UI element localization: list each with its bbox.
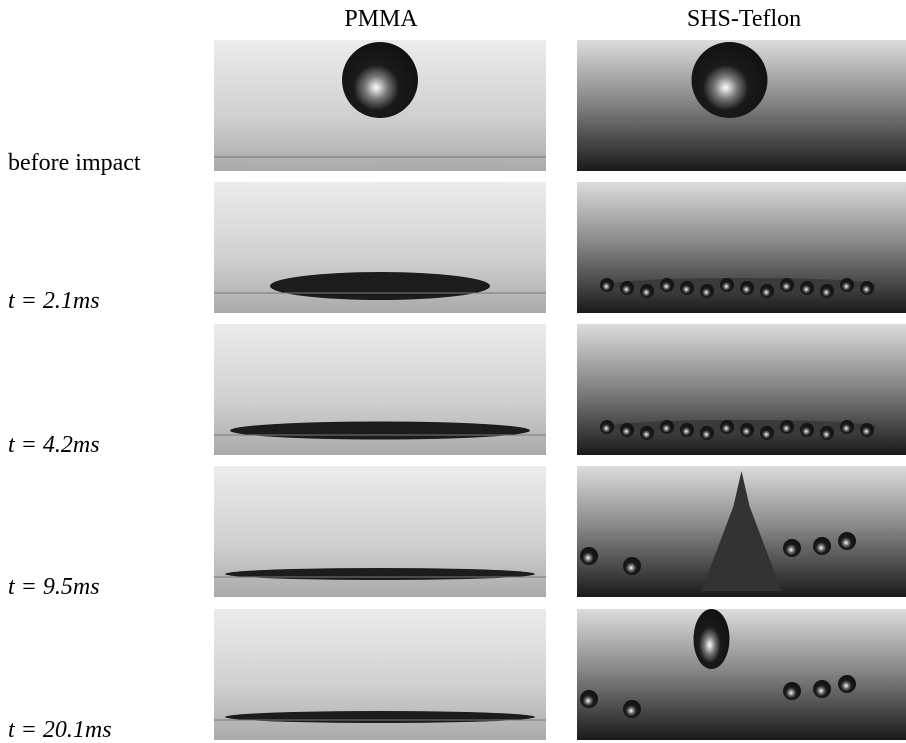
- splash-drop: [580, 547, 598, 565]
- row-label: t = 9.5ms: [8, 574, 100, 600]
- splash-drop: [783, 539, 801, 557]
- droplet: [342, 42, 418, 118]
- splash-drop: [680, 423, 694, 437]
- splash-drop: [600, 278, 614, 292]
- splash-drop: [640, 426, 654, 440]
- row-label: t = 20.1ms: [8, 717, 112, 743]
- splash-drop: [700, 284, 714, 298]
- panels: [214, 40, 906, 740]
- splash-drop: [580, 690, 598, 708]
- splash-drop: [760, 426, 774, 440]
- figure: PMMA SHS-Teflon before impact t = 2.1ms …: [0, 0, 906, 743]
- splash-drop: [800, 281, 814, 295]
- splash-drop: [780, 420, 794, 434]
- splash-drop: [783, 682, 801, 700]
- row-label: t = 2.1ms: [8, 288, 100, 314]
- column-header: SHS-Teflon: [687, 6, 801, 32]
- splash-drop: [760, 284, 774, 298]
- splash-drop: [620, 281, 634, 295]
- splash-drop: [860, 281, 874, 295]
- splash-drop: [740, 281, 754, 295]
- splash-drop: [820, 426, 834, 440]
- spread-film: [225, 568, 535, 580]
- splash-drop: [620, 423, 634, 437]
- spread-film: [230, 422, 530, 440]
- row-label: t = 4.2ms: [8, 432, 100, 458]
- rebound-drop: [694, 609, 730, 669]
- splash-drop: [820, 284, 834, 298]
- splash-drop: [640, 284, 654, 298]
- splash-drop: [660, 278, 674, 292]
- splash-drop: [840, 420, 854, 434]
- splash-drop: [600, 420, 614, 434]
- splash-drop: [700, 426, 714, 440]
- photo-panel: [577, 609, 906, 740]
- splash-drop: [740, 423, 754, 437]
- splash-drop: [623, 557, 641, 575]
- splash-drop: [780, 278, 794, 292]
- droplet: [692, 42, 768, 118]
- splash-drop: [680, 281, 694, 295]
- splash-drop: [720, 420, 734, 434]
- splash-drop: [660, 420, 674, 434]
- row-label: before impact: [8, 150, 141, 176]
- splash-drop: [860, 423, 874, 437]
- splash-drop: [720, 278, 734, 292]
- splash-drop: [800, 423, 814, 437]
- splash-drop: [813, 537, 831, 555]
- splash-drop: [838, 675, 856, 693]
- column-header: PMMA: [344, 6, 418, 32]
- splash-drop: [840, 278, 854, 292]
- splash-drop: [623, 700, 641, 718]
- spread-film: [225, 711, 535, 723]
- splash-drop: [838, 532, 856, 550]
- splash-drop: [813, 680, 831, 698]
- spread-film: [270, 272, 490, 300]
